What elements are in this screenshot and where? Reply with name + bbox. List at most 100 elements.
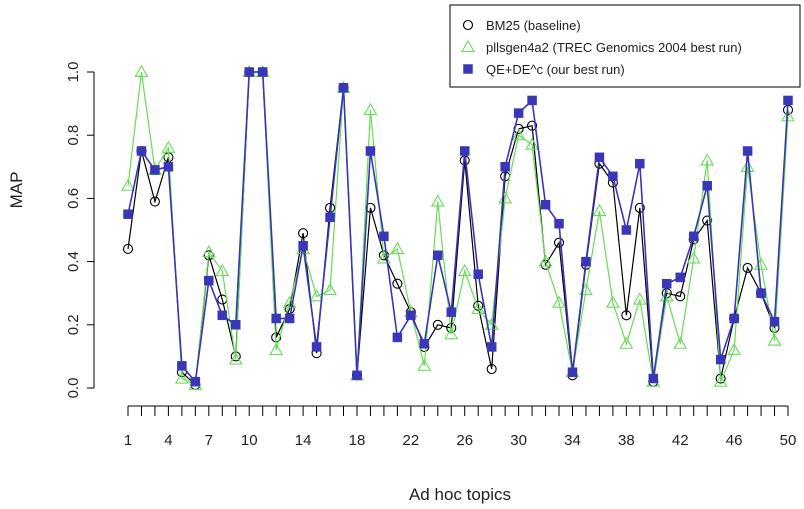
data-point-pllsgen4a2 bbox=[781, 109, 795, 122]
x-tick-label: 4 bbox=[164, 432, 172, 449]
data-point-qe-dec bbox=[594, 152, 605, 163]
y-tick-label: 0.6 bbox=[65, 188, 82, 209]
legend-marker-bm25 bbox=[462, 19, 474, 31]
x-axis: 1 4 7 10 14 18 22 26 30 34 38 42 46 50 bbox=[124, 405, 797, 449]
data-point-qe-dec bbox=[527, 95, 537, 106]
x-tick-label: 42 bbox=[672, 432, 689, 449]
series-qe-dec bbox=[123, 67, 793, 387]
data-point-qe-dec bbox=[581, 256, 591, 267]
x-tick-label: 38 bbox=[618, 432, 635, 449]
y-tick-label: 0.4 bbox=[65, 251, 82, 272]
data-point-pllsgen4a2 bbox=[471, 301, 486, 315]
y-tick-label: 0.0 bbox=[65, 378, 82, 399]
data-point-qe-dec bbox=[150, 165, 160, 175]
legend-marker-qe-dec bbox=[463, 64, 473, 74]
data-point-qe-dec bbox=[338, 83, 349, 93]
y-tick-label: 1.0 bbox=[65, 62, 82, 83]
data-point-qe-dec bbox=[136, 146, 147, 156]
data-point-qe-dec bbox=[446, 307, 457, 317]
data-point-qe-dec bbox=[123, 209, 133, 219]
data-point-qe-dec bbox=[433, 250, 443, 261]
data-point-qe-dec bbox=[406, 310, 416, 321]
data-point-qe-dec bbox=[756, 288, 766, 298]
data-point-pllsgen4a2 bbox=[511, 128, 526, 141]
data-point-qe-dec bbox=[217, 310, 228, 321]
x-tick-label: 22 bbox=[403, 432, 420, 449]
series-layer bbox=[121, 64, 795, 390]
data-point-qe-dec bbox=[284, 313, 295, 324]
data-point-bm25 bbox=[553, 237, 565, 248]
data-point-pllsgen4a2 bbox=[134, 64, 149, 78]
data-point-qe-dec bbox=[540, 199, 551, 210]
x-axis-title: Ad hoc topics bbox=[409, 485, 511, 504]
data-point-bm25 bbox=[298, 228, 309, 239]
data-point-bm25 bbox=[675, 291, 686, 302]
data-point-bm25 bbox=[392, 278, 403, 289]
data-point-qe-dec bbox=[271, 313, 281, 324]
data-point-qe-dec bbox=[688, 231, 699, 242]
data-point-qe-dec bbox=[742, 146, 753, 156]
data-point-qe-dec bbox=[244, 67, 254, 77]
data-point-pllsgen4a2 bbox=[323, 282, 337, 296]
data-point-qe-dec bbox=[662, 278, 672, 289]
data-point-qe-dec bbox=[365, 146, 376, 156]
data-point-qe-dec bbox=[459, 146, 470, 156]
data-point-qe-dec bbox=[554, 218, 564, 229]
series-line-qe-dec bbox=[127, 71, 789, 384]
series-line-pllsgen4a2 bbox=[127, 71, 789, 386]
legend-label-bm25: BM25 (baseline) bbox=[486, 18, 581, 33]
data-point-bm25 bbox=[527, 120, 538, 131]
data-point-pllsgen4a2 bbox=[659, 289, 674, 302]
data-point-pllsgen4a2 bbox=[700, 153, 715, 166]
data-point-bm25 bbox=[634, 202, 645, 213]
data-point-qe-dec bbox=[783, 95, 793, 106]
legend-marker-pllsgen4a2 bbox=[461, 39, 475, 53]
data-point-bm25 bbox=[203, 250, 214, 261]
data-point-qe-dec bbox=[769, 316, 780, 327]
data-point-qe-dec bbox=[392, 332, 403, 343]
data-point-bm25 bbox=[742, 262, 753, 273]
data-point-pllsgen4a2 bbox=[444, 327, 459, 340]
x-tick-label: 50 bbox=[780, 432, 797, 449]
y-tick-label: 0.8 bbox=[65, 125, 82, 146]
data-point-pllsgen4a2 bbox=[673, 336, 688, 349]
data-point-pllsgen4a2 bbox=[457, 263, 472, 277]
data-point-pllsgen4a2 bbox=[484, 317, 499, 330]
data-point-pllsgen4a2 bbox=[417, 358, 432, 371]
x-tick-label: 1 bbox=[124, 432, 132, 449]
data-point-qe-dec bbox=[298, 241, 308, 251]
data-point-pllsgen4a2 bbox=[525, 137, 540, 150]
data-point-qe-dec bbox=[648, 373, 659, 384]
x-tick-label: 34 bbox=[564, 432, 581, 449]
data-point-qe-dec bbox=[325, 212, 335, 223]
data-point-bm25 bbox=[621, 310, 632, 321]
data-point-pllsgen4a2 bbox=[592, 203, 607, 217]
x-tick-label: 46 bbox=[726, 432, 743, 449]
data-point-qe-dec bbox=[715, 354, 726, 365]
x-tick-label: 7 bbox=[205, 432, 213, 449]
data-point-qe-dec bbox=[729, 313, 739, 324]
data-point-bm25 bbox=[473, 300, 484, 311]
data-point-qe-dec bbox=[500, 162, 510, 172]
x-tick-label: 10 bbox=[241, 432, 258, 449]
data-point-qe-dec bbox=[419, 339, 430, 349]
data-point-qe-dec bbox=[231, 320, 241, 330]
data-point-pllsgen4a2 bbox=[174, 371, 189, 384]
legend-box bbox=[449, 4, 801, 88]
x-tick-label: 18 bbox=[349, 432, 366, 449]
data-point-pllsgen4a2 bbox=[228, 352, 243, 365]
legend: BM25 (baseline) pllsgen4a2 (TREC Genomics… bbox=[449, 4, 801, 88]
data-point-pllsgen4a2 bbox=[121, 178, 135, 191]
data-point-pllsgen4a2 bbox=[619, 336, 634, 349]
data-point-qe-dec bbox=[190, 376, 201, 387]
data-point-qe-dec bbox=[702, 181, 712, 191]
data-point-pllsgen4a2 bbox=[740, 159, 755, 172]
y-axis-title: MAP bbox=[7, 172, 26, 209]
data-point-pllsgen4a2 bbox=[552, 295, 566, 308]
data-point-bm25 bbox=[122, 243, 134, 255]
data-point-pllsgen4a2 bbox=[269, 342, 284, 356]
data-point-qe-dec bbox=[473, 269, 483, 279]
data-point-qe-dec bbox=[311, 342, 322, 352]
data-point-qe-dec bbox=[608, 171, 618, 182]
